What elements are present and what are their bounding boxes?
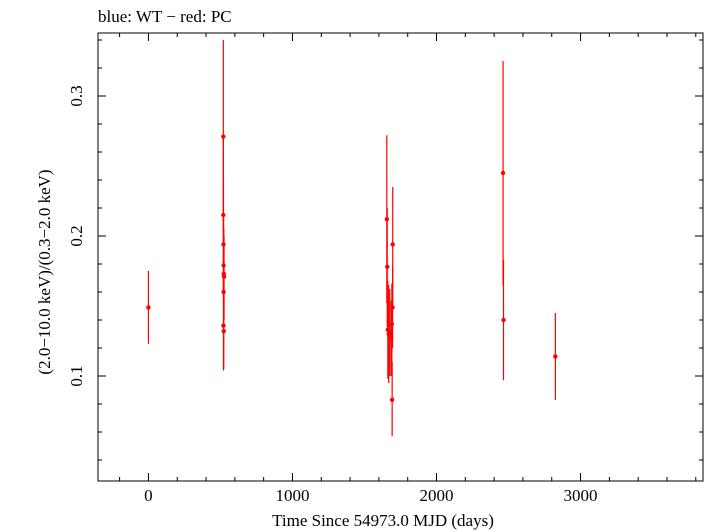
x-tick-label: 2000 <box>420 486 454 505</box>
y-tick-label: 0.3 <box>67 85 86 106</box>
x-axis-label: Time Since 54973.0 MJD (days) <box>272 511 494 530</box>
chart-title: blue: WT − red: PC <box>98 7 232 26</box>
data-point <box>501 317 506 323</box>
data-point <box>553 354 558 359</box>
data-point <box>390 305 395 310</box>
data-point <box>389 397 395 402</box>
y-tick-label: 0.2 <box>67 225 86 246</box>
plot-area <box>146 40 558 437</box>
data-point <box>385 264 390 269</box>
data-point <box>500 170 506 176</box>
y-tick-label: 0.1 <box>67 365 86 386</box>
data-point <box>221 329 226 334</box>
data-point <box>390 242 395 247</box>
plot-frame <box>97 32 704 482</box>
x-tick-label: 1000 <box>275 486 309 505</box>
x-tick-label: 3000 <box>564 486 598 505</box>
x-axis: 0 1000 2000 3000 <box>119 33 697 505</box>
x-tick-label: 0 <box>144 486 153 505</box>
data-point <box>221 134 226 139</box>
data-point <box>146 305 151 310</box>
y-axis: 0.1 0.2 0.3 <box>67 39 703 461</box>
y-axis-label: (2.0−10.0 keV)/(0.3−2.0 keV) <box>35 169 54 374</box>
data-point <box>389 322 395 327</box>
